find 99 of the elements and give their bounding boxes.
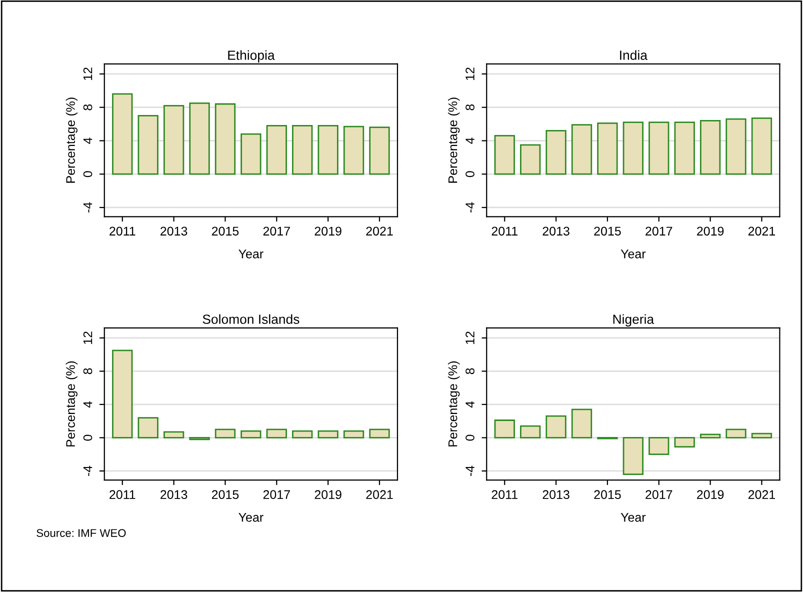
y-tick-label: -4 <box>83 202 92 212</box>
y-axis-title: Percentage (%) <box>448 98 460 183</box>
y-tick-label: 4 <box>466 138 474 144</box>
y-tick-label: 12 <box>83 332 92 344</box>
x-tick-label: 2017 <box>263 226 290 236</box>
x-tick-label: 2017 <box>263 490 290 500</box>
x-tick-label: 2013 <box>160 490 188 500</box>
x-axis-title: Year <box>620 250 646 258</box>
bar <box>674 122 695 175</box>
bar <box>266 428 287 438</box>
y-tick-label: 4 <box>83 401 92 408</box>
bar <box>343 126 364 175</box>
bar <box>546 415 566 438</box>
x-tick-label: 2021 <box>366 490 393 500</box>
x-tick-label: 2019 <box>697 226 724 236</box>
bar <box>571 408 592 438</box>
bar <box>726 118 746 175</box>
y-tick-label: 8 <box>83 368 92 374</box>
bar <box>751 117 772 175</box>
bar <box>546 130 566 175</box>
x-tick-label: 2015 <box>594 226 621 236</box>
x-tick-label: 2019 <box>314 226 342 236</box>
bar <box>266 125 287 175</box>
x-axis-title: Year <box>620 513 646 522</box>
x-axis-title: Year <box>238 513 264 522</box>
x-tick-label: 2017 <box>646 226 672 236</box>
x-tick-label: 2021 <box>748 490 776 500</box>
bar <box>520 425 541 438</box>
bar <box>112 93 133 175</box>
y-tick-label: 4 <box>466 401 474 408</box>
bar <box>292 125 313 175</box>
x-tick-label: 2019 <box>697 490 724 500</box>
y-tick-label: 8 <box>83 104 92 110</box>
x-tick-label: 2013 <box>542 490 570 500</box>
y-tick-label: 4 <box>83 138 92 144</box>
y-tick-label: 12 <box>466 68 474 80</box>
y-tick-label: -4 <box>466 202 474 212</box>
y-tick-label: 0 <box>83 171 92 178</box>
bar <box>138 114 158 175</box>
bar <box>700 120 721 175</box>
bar <box>597 122 618 175</box>
y-tick-label: -4 <box>83 466 92 476</box>
x-tick-label: 2011 <box>492 226 518 236</box>
x-axis-title: Year <box>238 250 264 258</box>
y-axis-title: Percentage (%) <box>66 98 78 183</box>
bar <box>648 122 670 175</box>
bar <box>369 428 390 438</box>
bar <box>700 434 721 438</box>
bar <box>494 135 515 175</box>
x-tick-label: 2021 <box>366 226 393 236</box>
chart-title: Solomon Islands <box>202 314 300 324</box>
bar <box>369 126 390 175</box>
bar <box>318 430 338 438</box>
y-axis-title: Percentage (%) <box>66 361 78 446</box>
bar <box>343 430 364 438</box>
bar <box>622 437 644 475</box>
y-tick-label: 0 <box>466 434 474 441</box>
y-tick-label: -4 <box>466 466 474 476</box>
x-tick-label: 2011 <box>110 226 136 236</box>
bar <box>240 430 262 438</box>
x-tick-label: 2013 <box>542 226 570 236</box>
bar <box>163 431 184 438</box>
bar <box>674 437 695 448</box>
x-tick-label: 2015 <box>212 490 239 500</box>
x-tick-label: 2013 <box>160 226 188 236</box>
chart-title: Ethiopia <box>228 50 275 63</box>
bar <box>240 133 262 175</box>
x-tick-label: 2019 <box>314 490 342 500</box>
x-tick-label: 2017 <box>646 490 672 500</box>
y-tick-label: 8 <box>466 368 474 374</box>
bar <box>138 417 158 438</box>
x-tick-label: 2015 <box>212 226 239 236</box>
y-tick-label: 0 <box>83 434 92 441</box>
source-note: Source: IMF WEO <box>36 529 126 537</box>
bar <box>648 437 670 456</box>
bar <box>163 104 184 175</box>
y-tick-label: 12 <box>83 68 92 80</box>
bar <box>214 103 236 175</box>
bar <box>622 122 644 175</box>
bar <box>751 432 772 438</box>
chart-title: Nigeria <box>613 314 654 327</box>
x-tick-label: 2011 <box>492 490 518 500</box>
bar <box>520 144 541 175</box>
bar <box>112 350 133 438</box>
bar <box>494 420 515 438</box>
y-tick-label: 0 <box>466 171 474 178</box>
bar <box>318 125 338 175</box>
x-tick-label: 2011 <box>110 490 136 500</box>
bar <box>571 124 592 175</box>
y-tick-label: 12 <box>466 332 474 344</box>
chart-title: India <box>620 50 648 60</box>
bar <box>726 428 746 438</box>
bar <box>189 102 210 175</box>
y-axis-title: Percentage (%) <box>448 361 460 446</box>
bar <box>214 428 236 438</box>
x-tick-label: 2021 <box>748 226 776 236</box>
x-tick-label: 2015 <box>594 490 621 500</box>
y-tick-label: 8 <box>466 104 474 110</box>
bar <box>292 430 313 438</box>
